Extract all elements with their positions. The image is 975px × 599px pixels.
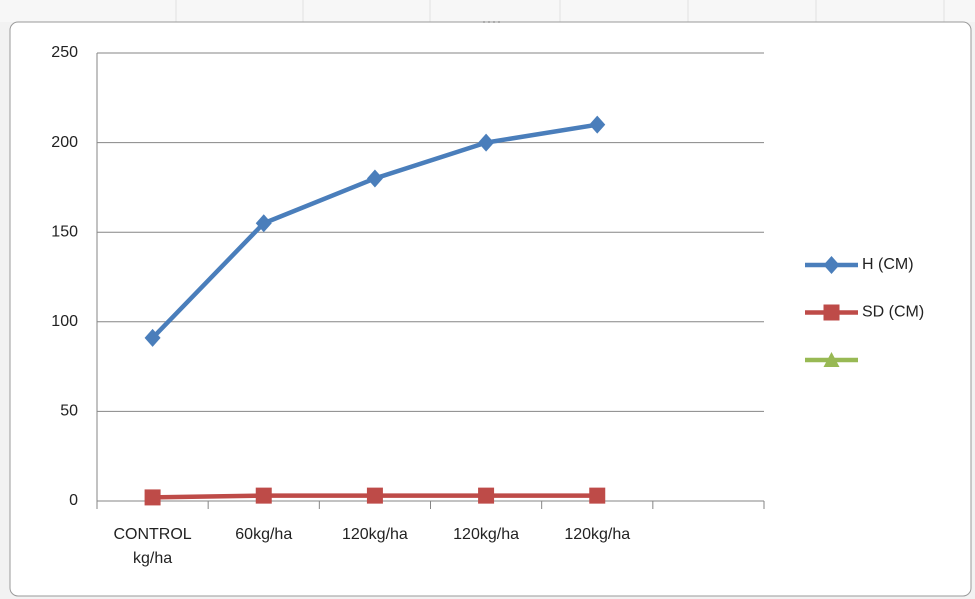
x-tick-label: CONTROL kg/ha — [113, 526, 192, 567]
data-point — [589, 487, 606, 504]
y-tick-label: 200 — [51, 134, 78, 151]
legend-marker — [823, 352, 840, 367]
legend-marker — [823, 304, 840, 321]
y-tick-label: 0 — [69, 492, 78, 509]
chart-area — [9, 21, 972, 597]
legend-label: H (CM) — [862, 256, 914, 273]
y-tick-label: 50 — [60, 403, 78, 420]
data-point — [144, 489, 161, 506]
data-point — [366, 169, 383, 188]
x-tick-label: 120kg/ha — [341, 526, 408, 543]
x-tick-label: 120kg/ha — [453, 526, 519, 543]
data-point — [478, 133, 495, 152]
legend-label: SD (CM) — [862, 304, 924, 321]
data-point — [255, 487, 272, 504]
legend-marker — [823, 256, 840, 274]
y-tick-label: 100 — [51, 313, 78, 330]
x-tick-label: 120kg/ha — [564, 526, 631, 543]
data-point — [255, 214, 272, 233]
data-point — [366, 487, 383, 504]
data-point — [144, 328, 161, 347]
sheet-strip — [0, 0, 975, 22]
x-tick-label: 60kg/ha — [235, 526, 293, 543]
y-tick-label: 150 — [51, 223, 78, 240]
data-point — [589, 115, 606, 134]
y-tick-label: 250 — [51, 44, 78, 61]
data-point — [478, 487, 495, 504]
